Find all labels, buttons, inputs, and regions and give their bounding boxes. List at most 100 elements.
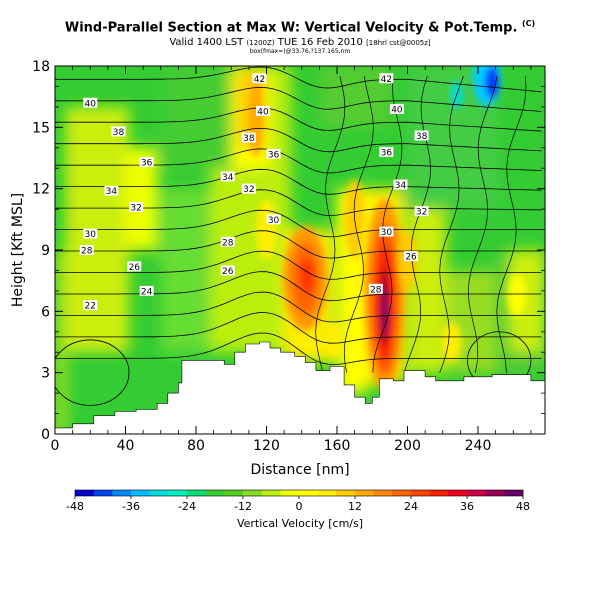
isentrope-line bbox=[55, 291, 542, 323]
colorbar-swatch bbox=[224, 490, 244, 496]
isentrope-label-bg bbox=[220, 171, 235, 182]
isentrope-label: 22 bbox=[83, 300, 98, 312]
isentrope-label: 32 bbox=[414, 206, 429, 218]
field-core bbox=[381, 285, 388, 338]
colorbar-tick-label: 24 bbox=[404, 500, 418, 513]
isentrope-line bbox=[55, 230, 542, 259]
isentrope-label: 28 bbox=[220, 236, 235, 248]
isentrope-label-bg bbox=[252, 73, 267, 84]
colorbar-swatch bbox=[205, 490, 225, 496]
isentrope-line bbox=[55, 107, 542, 132]
isentrope-label-bg bbox=[414, 206, 429, 217]
isentrope-label-bg bbox=[220, 265, 235, 276]
y-tick-label: 0 bbox=[41, 427, 50, 443]
colorbar-swatch bbox=[299, 490, 318, 496]
isentrope-label: 30 bbox=[83, 228, 98, 240]
isentrope-label-text: 26 bbox=[222, 267, 234, 277]
isentrope-label-bg bbox=[83, 97, 98, 108]
x-tick-label: 40 bbox=[117, 438, 135, 454]
isentrope-label-text: 40 bbox=[391, 105, 403, 115]
isentrope-label: 32 bbox=[129, 202, 144, 214]
field-core bbox=[507, 272, 526, 317]
isentrope-label-bg bbox=[79, 245, 94, 255]
x-tick-label: 240 bbox=[465, 438, 492, 454]
isentrope-label-text: 34 bbox=[395, 181, 407, 191]
isentrope-label: 30 bbox=[379, 226, 394, 238]
isentrope-label-bg bbox=[266, 214, 281, 225]
isentrope-label-text: 28 bbox=[370, 285, 382, 295]
terrain bbox=[55, 341, 545, 434]
isentrope-line bbox=[55, 209, 542, 238]
colorbar-tick-label: -36 bbox=[122, 500, 140, 513]
y-tick-label: 12 bbox=[32, 182, 50, 198]
field-core bbox=[256, 199, 277, 260]
field-region bbox=[55, 250, 68, 434]
isentrope-label-text: 22 bbox=[85, 302, 96, 312]
isentrope-label-bg bbox=[393, 179, 408, 190]
colorbar-tick-label: 48 bbox=[516, 500, 530, 513]
field-core bbox=[300, 258, 315, 295]
isentrope-label-bg bbox=[139, 157, 154, 168]
isentrope-label-bg bbox=[104, 185, 119, 196]
isentrope-label: 32 bbox=[241, 183, 256, 195]
isentrope-line bbox=[496, 76, 527, 373]
chart-subsubtitle: box(fmax=)@33.76,?137.165,nm bbox=[249, 48, 351, 55]
isentrope-label-text: 34 bbox=[222, 173, 234, 183]
terrain-profile bbox=[55, 341, 545, 434]
isentrope-label: 26 bbox=[404, 251, 419, 263]
isentrope-label-bg bbox=[139, 285, 154, 296]
isentrope-label: 28 bbox=[79, 245, 94, 257]
isentrope-label-bg bbox=[111, 126, 126, 137]
colorbar-swatch bbox=[336, 490, 356, 496]
isentrope-label-bg bbox=[83, 300, 98, 311]
isentrope-label-text: 34 bbox=[106, 187, 118, 197]
isentrope-label-text: 40 bbox=[257, 107, 269, 117]
isentrope-label-text: 32 bbox=[130, 204, 141, 214]
isentrope-label: 28 bbox=[368, 283, 383, 295]
y-tick-label: 9 bbox=[41, 243, 50, 259]
isentrope-label-bg bbox=[127, 261, 142, 272]
colorbar-swatch bbox=[448, 490, 468, 496]
colorbar-swatch bbox=[504, 490, 524, 496]
isentrope-label-text: 32 bbox=[416, 208, 427, 218]
isentrope-label: 40 bbox=[255, 105, 270, 117]
x-axis-label: Distance [nm] bbox=[250, 462, 349, 478]
isentrope-label: 24 bbox=[139, 285, 154, 297]
y-tick-label: 3 bbox=[41, 366, 50, 382]
isentrope-label: 38 bbox=[241, 132, 256, 144]
isentrope-label-text: 28 bbox=[222, 238, 234, 248]
isentrope-label: 36 bbox=[139, 157, 154, 169]
isentrope-line bbox=[55, 148, 542, 174]
field-region bbox=[319, 66, 390, 128]
isentrope-line bbox=[467, 76, 498, 373]
colorbar-swatch bbox=[75, 490, 94, 496]
colorbar-swatch bbox=[168, 490, 188, 496]
isentrope-label-text: 38 bbox=[416, 132, 428, 142]
field-core bbox=[485, 66, 500, 99]
isentrope-label-text: 38 bbox=[243, 134, 255, 144]
colorbar-tick-label: -24 bbox=[178, 500, 196, 513]
isentrope-label-text: 30 bbox=[381, 228, 393, 238]
chart-title: Wind-Parallel Section at Max W: Vertical… bbox=[0, 19, 600, 35]
colorbar-swatch bbox=[131, 490, 150, 496]
isentrope-label-bg bbox=[129, 202, 144, 213]
isentrope-label: 38 bbox=[414, 130, 429, 142]
colorbar-swatch bbox=[280, 490, 300, 496]
colorbar-swatch bbox=[261, 490, 281, 496]
subtitle-valid: Valid 1400 LST bbox=[169, 37, 244, 48]
subtitle-forecast: [18hrl cst@0005z] bbox=[366, 39, 431, 47]
isentrope-labels: 40 38 36 34 32 30 28 26 24 22 42 40 38 36 34 32 30 28 26 42… bbox=[79, 73, 429, 312]
field-core bbox=[323, 321, 344, 358]
isentrope-label-text: 36 bbox=[141, 159, 153, 169]
isentrope-line bbox=[55, 127, 542, 153]
x-tick-label: 0 bbox=[51, 438, 60, 454]
isentrope-line bbox=[439, 76, 464, 373]
y-tick-label: 15 bbox=[32, 120, 50, 136]
x-tick-label: 160 bbox=[324, 438, 351, 454]
isentrope-label-text: 36 bbox=[381, 148, 393, 158]
isentrope-label-bg bbox=[241, 132, 256, 143]
colorbar-swatch bbox=[373, 490, 393, 496]
isentrope-label-text: 36 bbox=[268, 150, 280, 160]
chart-subtitle: Valid 1400 LST (1200Z) TUE 16 Feb 2010 [… bbox=[0, 37, 600, 48]
